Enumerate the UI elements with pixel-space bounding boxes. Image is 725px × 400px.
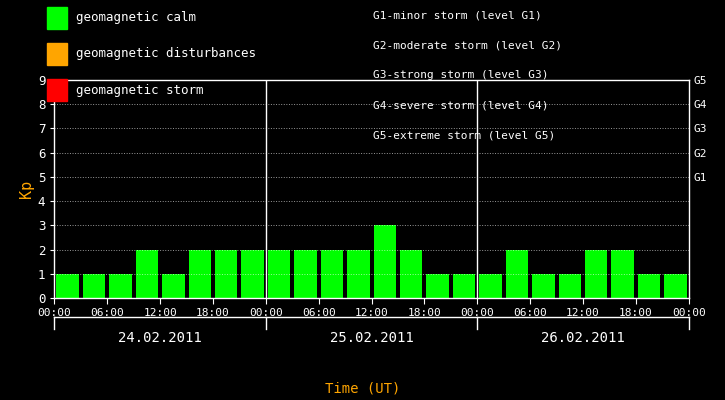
- Text: G1-minor storm (level G1): G1-minor storm (level G1): [373, 10, 542, 20]
- Text: geomagnetic storm: geomagnetic storm: [76, 84, 204, 96]
- Bar: [162, 274, 185, 298]
- Text: G2-moderate storm (level G2): G2-moderate storm (level G2): [373, 40, 563, 50]
- Text: Time (UT): Time (UT): [325, 382, 400, 396]
- Bar: [638, 274, 660, 298]
- Bar: [558, 274, 581, 298]
- Text: geomagnetic disturbances: geomagnetic disturbances: [76, 48, 256, 60]
- Bar: [136, 250, 158, 298]
- Bar: [532, 274, 555, 298]
- Bar: [400, 250, 423, 298]
- Bar: [57, 274, 79, 298]
- Text: geomagnetic calm: geomagnetic calm: [76, 12, 196, 24]
- Text: G5-extreme storm (level G5): G5-extreme storm (level G5): [373, 130, 555, 140]
- Bar: [611, 250, 634, 298]
- Bar: [506, 250, 529, 298]
- Bar: [241, 250, 264, 298]
- Bar: [188, 250, 211, 298]
- Bar: [294, 250, 317, 298]
- Bar: [373, 225, 396, 298]
- Text: 25.02.2011: 25.02.2011: [330, 331, 413, 345]
- Text: 26.02.2011: 26.02.2011: [541, 331, 625, 345]
- Bar: [347, 250, 370, 298]
- Bar: [215, 250, 237, 298]
- Text: G3-strong storm (level G3): G3-strong storm (level G3): [373, 70, 549, 80]
- Bar: [664, 274, 687, 298]
- Bar: [109, 274, 132, 298]
- Bar: [585, 250, 608, 298]
- Bar: [453, 274, 476, 298]
- Y-axis label: Kp: Kp: [19, 180, 33, 198]
- Text: G4-severe storm (level G4): G4-severe storm (level G4): [373, 100, 549, 110]
- Bar: [83, 274, 105, 298]
- Bar: [479, 274, 502, 298]
- Bar: [426, 274, 449, 298]
- Bar: [268, 250, 290, 298]
- Text: 24.02.2011: 24.02.2011: [118, 331, 202, 345]
- Bar: [320, 250, 343, 298]
